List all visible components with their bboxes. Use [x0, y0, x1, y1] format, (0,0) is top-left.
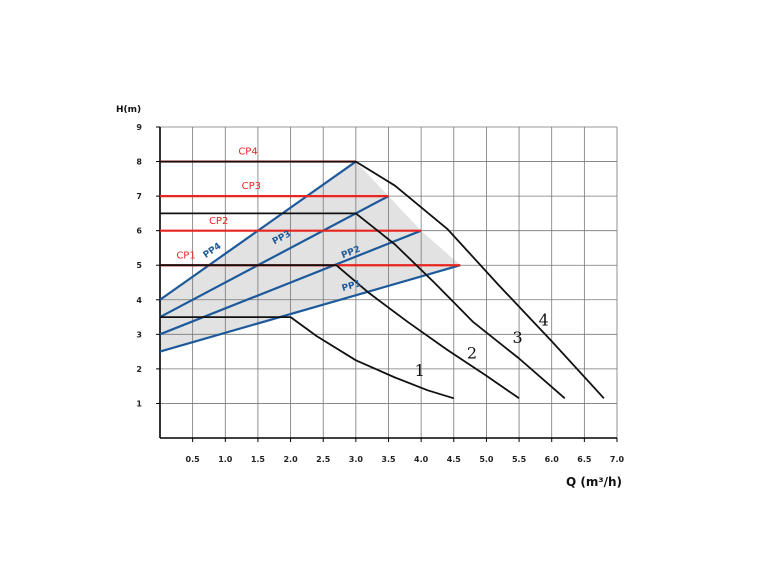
x-tick-label: 1.5 [251, 455, 266, 464]
pump-curve-label-2: 2 [467, 344, 477, 363]
y-tick-label: 2 [136, 365, 142, 374]
cp-label-cp4: CP4 [238, 147, 257, 158]
y-tick-label: 9 [136, 123, 142, 132]
pp-line-pp3 [159, 195, 390, 319]
cp-label-cp3: CP3 [242, 181, 261, 192]
x-tick-label: 6.0 [545, 455, 560, 464]
cp-label-cp2: CP2 [209, 216, 228, 227]
y-tick-label: 1 [136, 399, 142, 408]
pump-curve-label-4: 4 [539, 311, 549, 330]
pump-curves [160, 160, 605, 400]
x-tick-label: 5.0 [479, 455, 494, 464]
y-tick-label: 8 [136, 158, 142, 167]
x-tick-label: 3.0 [349, 455, 364, 464]
x-axis-title: Q (m³/h) [566, 475, 622, 489]
y-tick-label: 5 [136, 261, 142, 270]
x-tick-label: 5.5 [512, 455, 527, 464]
pump-curve-3 [160, 212, 566, 399]
pump-curve-4 [160, 160, 605, 399]
pump-curve-1 [160, 316, 455, 400]
pump-curve-label-1: 1 [415, 361, 425, 380]
x-tick-label: 7.0 [610, 455, 625, 464]
x-tick-label: 0.5 [186, 455, 201, 464]
x-tick-label: 2.0 [283, 455, 298, 464]
cp-label-cp1: CP1 [176, 250, 195, 261]
grid [160, 126, 618, 438]
pump-curve-label-3: 3 [513, 328, 523, 347]
y-tick-label: 3 [136, 330, 142, 339]
pump-curve-2 [160, 264, 520, 400]
axes: 0.5 1.0 1.5 2.0 2.5 3.0 3.5 4.0 4.5 5.0 5.5 6.0 6.5 7… [136, 123, 624, 464]
pp-line-pp1 [159, 264, 461, 353]
y-tick-label: 4 [136, 296, 142, 305]
x-tick-label: 4.0 [414, 455, 429, 464]
x-tick-label: 1.0 [218, 455, 233, 464]
y-axis-title: H(m) [116, 105, 141, 115]
x-tick-label: 3.5 [381, 455, 396, 464]
x-tick-label: 6.5 [577, 455, 592, 464]
y-tick-label: 6 [136, 227, 142, 236]
y-tick-label: 7 [136, 192, 142, 201]
x-tick-label: 2.5 [316, 455, 331, 464]
x-tick-label: 4.5 [447, 455, 462, 464]
